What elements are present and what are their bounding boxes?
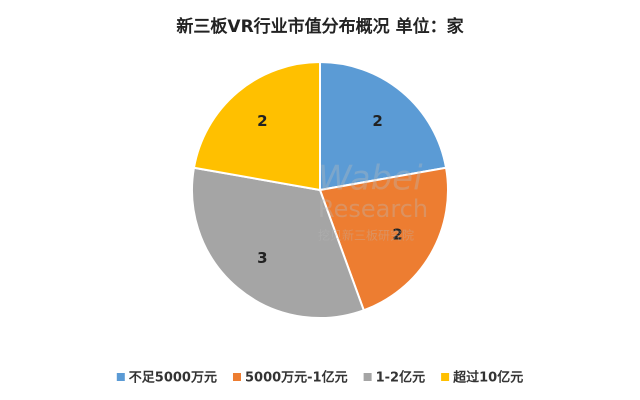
- pie-slice: [318, 166, 449, 312]
- pie: 2 2 3 2: [191, 60, 449, 319]
- watermark-org: 挖贝新三板研究院: [318, 228, 414, 243]
- legend-swatch: [232, 373, 241, 381]
- data-label: 2: [392, 225, 402, 243]
- watermark-brand: Wabei: [318, 159, 423, 199]
- pie-slice: [191, 166, 366, 319]
- data-label: 3: [257, 249, 267, 267]
- chart-title: 新三板VR行业市值分布概况 单位：家: [176, 16, 463, 37]
- watermark-subtitle: Research: [318, 195, 428, 223]
- legend-swatch: [441, 373, 450, 381]
- legend-label: 1-2亿元: [376, 370, 426, 386]
- watermark: Wabei Research 挖贝新三板研究院: [318, 159, 428, 243]
- pie-slice: [319, 60, 448, 192]
- legend-label: 超过10亿元: [453, 370, 523, 386]
- pie-slice: [192, 60, 321, 192]
- legend-label: 不足5000万元: [129, 371, 217, 386]
- legend-swatch: [363, 373, 372, 381]
- legend-label: 5000万元-1亿元: [245, 370, 348, 386]
- data-label: 2: [372, 112, 382, 130]
- legend-swatch: [116, 373, 125, 381]
- legend: 不足5000万元 5000万元-1亿元 1-2亿元 超过10亿元: [116, 370, 523, 386]
- data-label: 2: [257, 112, 267, 130]
